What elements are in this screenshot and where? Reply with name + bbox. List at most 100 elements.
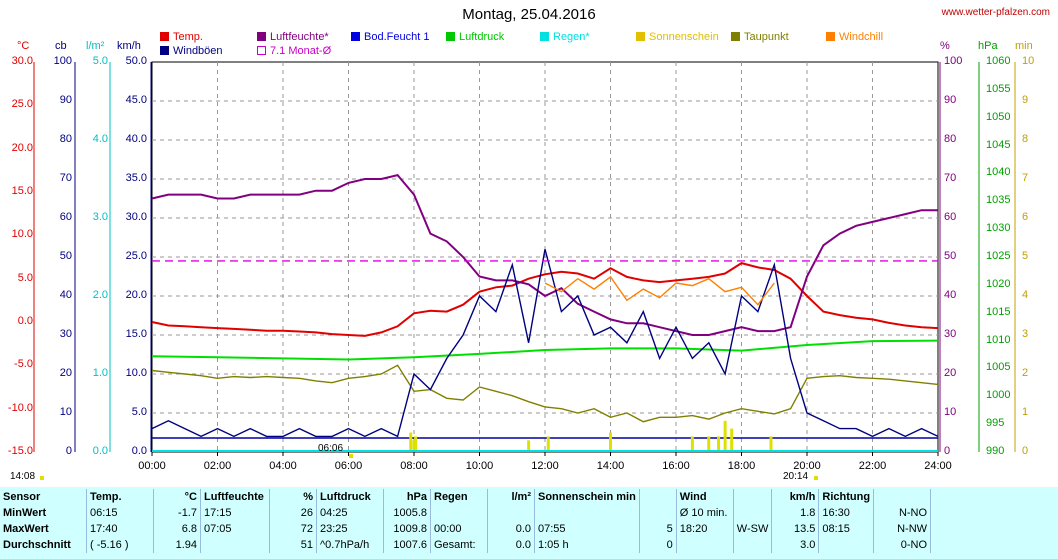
temp-time: 17:40 bbox=[86, 521, 154, 537]
weather-chart: 00:00 02:00 04:00 06:00 08:00 10:00 12:00 14:00… bbox=[33, 61, 1016, 480]
hum-value: 26 bbox=[269, 505, 317, 521]
axis-unit-sun: min bbox=[1015, 40, 1033, 52]
series-windb-en bbox=[151, 249, 939, 438]
axis-tick-pressure: 1010 bbox=[986, 333, 1011, 346]
axis-tick-cb: 20 bbox=[59, 367, 72, 379]
legend-label: Temp. bbox=[173, 31, 203, 43]
axis-tick-rain: 4.0 bbox=[92, 133, 108, 145]
header-wind: Wind bbox=[676, 489, 734, 505]
site-link[interactable]: www.wetter-pfalzen.com bbox=[941, 7, 1050, 18]
axis-tick-humidity: 60 bbox=[944, 211, 957, 223]
legend-swatch bbox=[351, 32, 360, 41]
series-taupunkt bbox=[151, 364, 939, 423]
axis-tick-rain: 0.0 bbox=[92, 445, 108, 457]
axis-unit-humidity: % bbox=[940, 40, 950, 52]
legend-swatch bbox=[636, 32, 645, 41]
header-wind-unit: km/h bbox=[771, 489, 820, 505]
axis-tick-pressure: 1060 bbox=[986, 55, 1011, 67]
sunset-label: 20:14 bbox=[783, 471, 809, 482]
temp-value: 1.94 bbox=[153, 537, 201, 553]
axis-tick-pressure: 1000 bbox=[986, 389, 1011, 402]
header-sun: Sonnenschein min bbox=[534, 489, 640, 505]
axis-tick-humidity: 20 bbox=[944, 367, 957, 379]
legend-swatch bbox=[826, 32, 835, 41]
row-filler bbox=[931, 505, 1058, 521]
dir-time bbox=[818, 537, 875, 553]
axis-tick-humidity: 0 bbox=[944, 445, 951, 457]
legend-item: Regen* bbox=[540, 31, 590, 44]
axis-tick-wind: 0.0 bbox=[131, 445, 147, 457]
axis-unit-wind: km/h bbox=[117, 40, 141, 52]
axis-tick-wind: 40.0 bbox=[125, 133, 147, 145]
chart-title: Montag, 25.04.2016 bbox=[462, 6, 596, 23]
header-press: Luftdruck bbox=[316, 489, 384, 505]
hum-time bbox=[200, 537, 270, 553]
axis-tick-cb: 90 bbox=[59, 94, 72, 106]
sun-time bbox=[534, 505, 640, 521]
row-label: MaxWert bbox=[0, 521, 87, 537]
rain-time: Gesamt: bbox=[430, 537, 488, 553]
dir-value: N-NO bbox=[873, 505, 932, 521]
axis-tick-sun: 6 bbox=[1022, 211, 1029, 223]
row-label: MinWert bbox=[0, 505, 87, 521]
series-windchill bbox=[544, 275, 775, 306]
axis-tick-rain: 3.0 bbox=[92, 211, 108, 223]
dir-value: N-NW bbox=[873, 521, 932, 537]
axis-tick-pressure: 1015 bbox=[986, 305, 1011, 318]
axis-tick-humidity: 40 bbox=[944, 289, 957, 301]
axis-tick-pressure: 1055 bbox=[986, 82, 1011, 95]
sunrise-marker bbox=[349, 454, 353, 458]
axis-tick-humidity: 90 bbox=[944, 94, 957, 106]
stats-header-row: Sensor Temp. °C Luftfeuchte % Luftdruck … bbox=[0, 489, 1058, 505]
dir-value: 0-NO bbox=[873, 537, 932, 553]
legend-label: Bod.Feucht 1 bbox=[364, 31, 430, 43]
stats-row-min: MinWert 06:15 -1.7 17:15 26 04:25 1005.8… bbox=[0, 505, 1058, 521]
axis-tick-temp: 25.0 bbox=[11, 98, 33, 111]
axis-tick-wind: 25.0 bbox=[125, 250, 147, 262]
rain-value: 0.0 bbox=[487, 537, 535, 553]
legend-item: Luftfeuchte* bbox=[257, 31, 329, 44]
wind-value: 13.5 bbox=[771, 521, 820, 537]
axis-tick-pressure: 1025 bbox=[986, 250, 1011, 262]
header-wind-dir bbox=[733, 489, 773, 505]
press-value: 1005.8 bbox=[383, 505, 431, 521]
axis-tick-cb: 0 bbox=[65, 445, 72, 457]
sun-value: 5 bbox=[639, 521, 677, 537]
axis-tick-temp: 5.0 bbox=[17, 271, 33, 284]
legend-label: Windböen bbox=[173, 45, 223, 57]
legend-item: Bod.Feucht 1 bbox=[351, 31, 429, 44]
time-tick-label: 18:00 bbox=[728, 460, 756, 472]
legend-item: Sonnenschein bbox=[636, 31, 719, 44]
axis-tick-pressure: 1005 bbox=[986, 361, 1011, 374]
start-marker bbox=[40, 476, 44, 480]
axis-tick-pressure: 1030 bbox=[986, 222, 1011, 235]
time-tick-label: 04:00 bbox=[269, 460, 297, 472]
axis-tick-sun: 8 bbox=[1022, 133, 1029, 145]
rain-time: 00:00 bbox=[430, 521, 488, 537]
axis-tick-pressure: 1040 bbox=[986, 166, 1011, 179]
legend-item: 7.1 Monat-Ø bbox=[257, 45, 331, 58]
header-temp: Temp. bbox=[86, 489, 154, 505]
rain-value bbox=[487, 505, 535, 521]
header-rain-unit: l/m² bbox=[487, 489, 535, 505]
axis-tick-cb: 70 bbox=[59, 172, 72, 184]
time-tick-label: 16:00 bbox=[662, 460, 690, 472]
axis-tick-cb: 60 bbox=[59, 211, 72, 223]
hum-time: 07:05 bbox=[200, 521, 270, 537]
axis-tick-wind: 15.0 bbox=[125, 328, 147, 340]
header-hum: Luftfeuchte bbox=[200, 489, 270, 505]
axis-tick-cb: 100 bbox=[53, 55, 72, 67]
axis-tick-pressure: 1045 bbox=[986, 138, 1011, 151]
axis-unit-cb: cb bbox=[55, 40, 67, 52]
header-hum-unit: % bbox=[269, 489, 317, 505]
wind-dir: W-SW bbox=[733, 521, 773, 537]
legend-label: Windchill bbox=[839, 31, 884, 43]
legend-swatch bbox=[731, 32, 740, 41]
header-dir-spacer bbox=[873, 489, 932, 505]
time-tick-label: 20:00 bbox=[793, 460, 821, 472]
temp-value: -1.7 bbox=[153, 505, 201, 521]
press-value: 1009.8 bbox=[383, 521, 431, 537]
axis-tick-humidity: 70 bbox=[944, 172, 957, 184]
axis-tick-rain: 5.0 bbox=[92, 55, 108, 67]
hum-time: 17:15 bbox=[200, 505, 270, 521]
